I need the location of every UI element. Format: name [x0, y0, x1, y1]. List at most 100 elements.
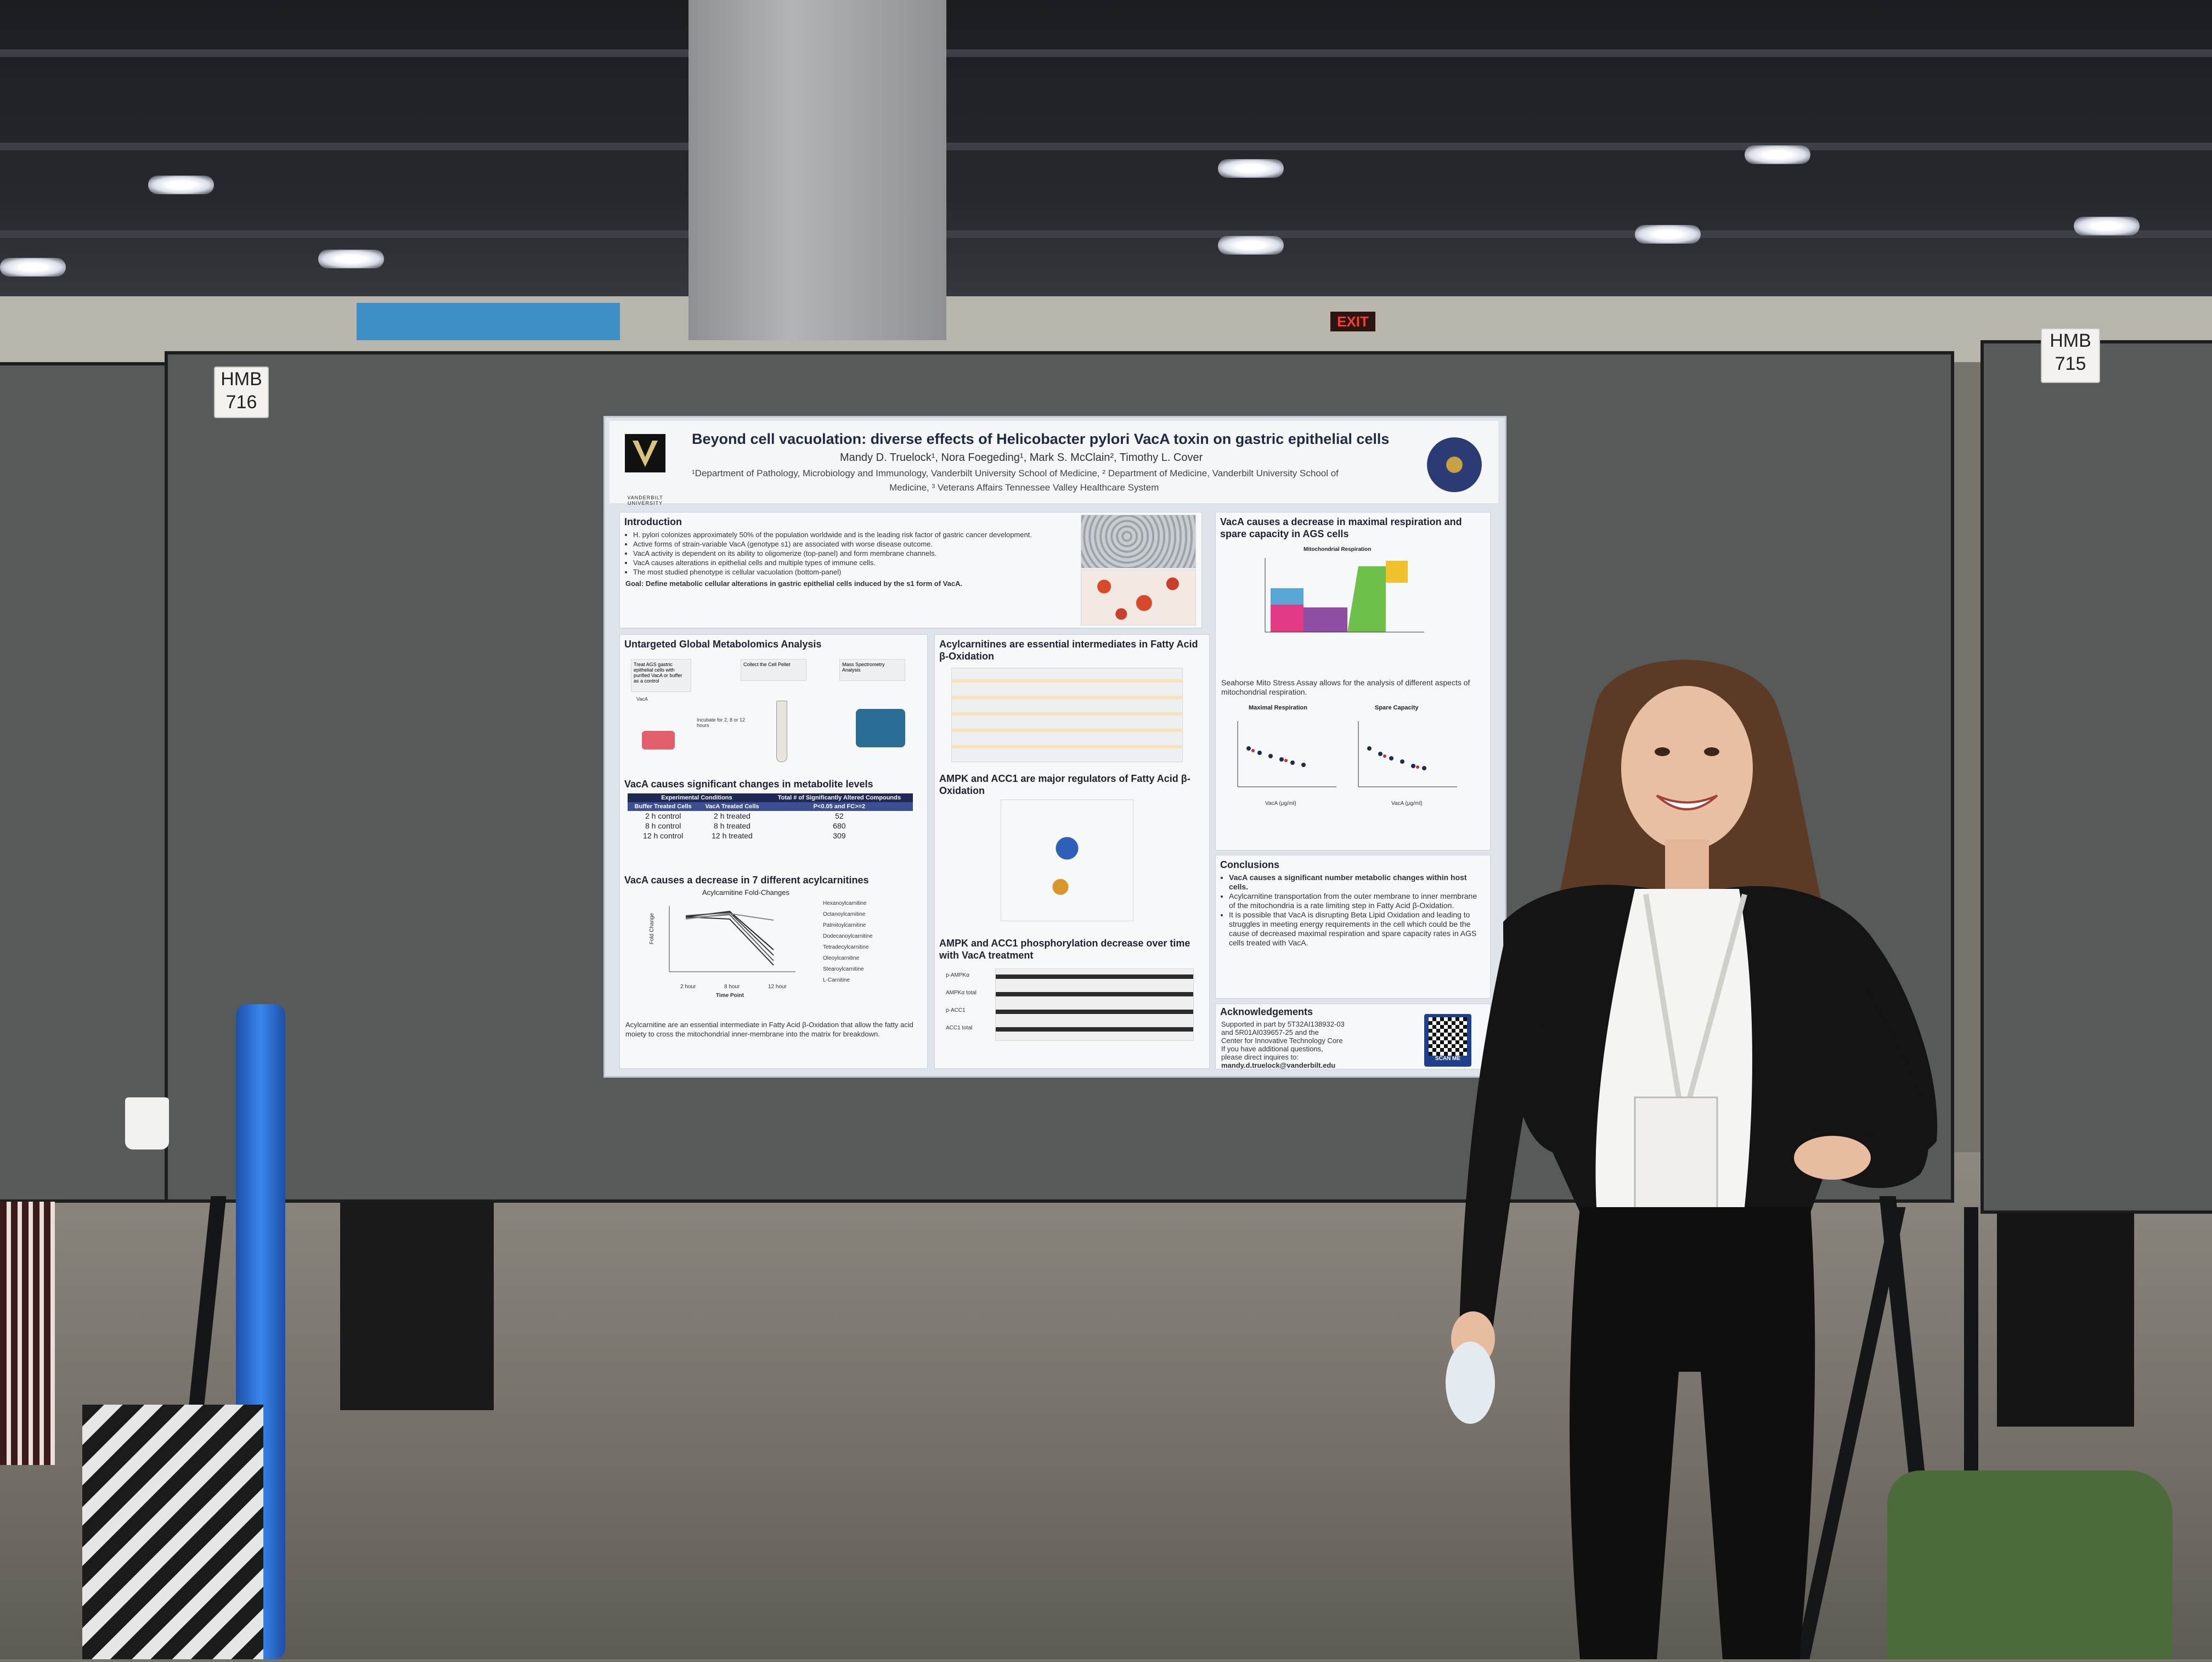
blot-label: p-ACC1: [946, 1007, 966, 1013]
poster-board-left: [0, 362, 182, 1203]
poster-board-right: [1980, 340, 2212, 1214]
incubation-label: Incubate for 2, 8 or 12 hours: [697, 717, 746, 728]
presenter: [1415, 658, 1964, 1659]
ampk-regulators-title: AMPK and ACC1 are major regulators of Fa…: [939, 773, 1190, 796]
ceiling-beam: [0, 230, 2212, 238]
vacuolation-micrograph: [1081, 570, 1196, 626]
exhibit-banner: [357, 303, 620, 340]
legend-item: Tetradecylcarnitine: [823, 944, 869, 950]
culture-flask: [642, 731, 675, 750]
metabolomics-title: Untargeted Global Metabolomics Analysis: [624, 639, 822, 650]
visitor-legs: [340, 1202, 494, 1410]
blot-label: p-AMPKα: [946, 972, 970, 978]
centrifuge-tube: [776, 701, 787, 762]
table-subheader: P<0.05 and FC>=2: [765, 802, 913, 811]
intro-bullet: H. pylori colonizes approximately 50% of…: [633, 530, 1050, 539]
vanderbilt-v-icon: [625, 434, 665, 472]
seahorse-text: Seahorse Mito Stress Assay allows for th…: [1221, 678, 1470, 696]
vanderbilt-logo: VANDERBILT UNIVERSITY: [620, 432, 670, 506]
table-subheader: VacA Treated Cells: [698, 802, 766, 811]
intro-bullet: VacA activity is dependent on its abilit…: [633, 549, 1050, 558]
ceiling-light: [148, 176, 214, 194]
visitor-legs: [1997, 1213, 2134, 1427]
ceiling-light: [318, 250, 384, 268]
intro-goal: Goal: Define metabolic cellular alterati…: [625, 579, 963, 588]
legend-item: Dodecanoylcarnitine: [823, 933, 873, 939]
poster-authors: Mandy D. Truelock¹, Nora Foegeding¹, Mar…: [840, 452, 1203, 464]
intro-bullet: The most studied phenotype is cellular v…: [633, 567, 1050, 577]
legend-item: L-Carnitine: [823, 977, 850, 983]
mito-respiration-chart: [1265, 558, 1424, 633]
workflow-step: Treat AGS gastric epithelial cells with …: [631, 659, 691, 692]
acyl-x-tick: 12 hour: [768, 984, 787, 990]
poster-affiliation: ¹Department of Pathology, Microbiology a…: [692, 468, 1339, 478]
board-number-line: 715: [2055, 353, 2086, 374]
table-cell: 680: [833, 821, 846, 830]
table-cell: 8 h treated: [714, 821, 751, 830]
beta-oxidation-panel: Acylcarnitines are essential intermediat…: [934, 634, 1210, 1069]
ceiling-light: [0, 258, 66, 277]
intro-bullets: H. pylori colonizes approximately 50% of…: [620, 529, 1056, 578]
intro-bullet: Active forms of strain-variable VacA (ge…: [633, 539, 1050, 549]
table-header: Experimental Conditions: [628, 793, 766, 802]
ceiling-light: [2074, 217, 2140, 235]
workflow-step: Mass Spectrometry Analysis: [839, 659, 905, 681]
table-cell: 52: [835, 812, 844, 820]
seahorse-dot-plots: [1237, 721, 1457, 787]
acknowledgements-panel: Acknowledgements Supported in part by 5T…: [1215, 1004, 1491, 1069]
table-header: Total # of Significantly Altered Compoun…: [765, 793, 913, 802]
western-blot-image: [995, 968, 1194, 1041]
board-number-line: HMB: [221, 369, 262, 390]
legend-item: Palmitoylcarnitine: [823, 922, 866, 928]
conclusions-title: Conclusions: [1220, 859, 1280, 870]
poster-title: Beyond cell vacuolation: diverse effects…: [692, 431, 1390, 447]
board-number-line: HMB: [2050, 330, 2091, 351]
table-cell: 2 h control: [645, 812, 681, 820]
vanderbilt-wordmark: VANDERBILT UNIVERSITY: [627, 495, 663, 506]
blot-label: ACC1 total: [946, 1025, 973, 1031]
table-row: 12 h control 12 h treated 309: [628, 831, 913, 841]
metabolite-table: Experimental Conditions Total # of Signi…: [628, 793, 913, 841]
table-cell: 12 h treated: [712, 831, 753, 840]
ack-title: Acknowledgements: [1220, 1006, 1313, 1017]
poster-header: VANDERBILT UNIVERSITY Beyond cell vacuol…: [610, 421, 1498, 506]
ack-line: please direct inquires to:: [1221, 1053, 1299, 1061]
pillar: [689, 0, 946, 340]
ceiling-light: [1218, 159, 1284, 178]
respiration-panel: VacA causes a decrease in maximal respir…: [1215, 512, 1491, 850]
metabolomics-panel: Untargeted Global Metabolomics Analysis …: [619, 634, 928, 1069]
ceiling: [0, 0, 2212, 329]
board-number-plate: HMB 716: [214, 367, 269, 418]
striped-bag: [82, 1405, 263, 1659]
presenter-figure: [1446, 660, 1938, 1659]
introduction-panel: Introduction H. pylori colonizes approxi…: [619, 512, 1202, 628]
carnitine-shuttle-diagram: [951, 668, 1183, 762]
spare-capacity-label: Spare Capacity: [1375, 705, 1419, 711]
qr-code-card: SCAN ME: [1424, 1014, 1471, 1067]
vaca-axis-label: VacA (μg/ml): [1391, 801, 1423, 807]
acyl-x-tick: 8 hour: [724, 984, 740, 990]
exit-sign: EXIT: [1330, 312, 1375, 331]
table-cell: 12 h control: [643, 831, 684, 840]
legend-item: Octanoylcarnitine: [823, 911, 866, 917]
ceiling-light: [1218, 236, 1284, 255]
blot-labels: p-AMPKα AMPKα total p-ACC1 ACC1 total: [946, 967, 977, 1037]
table-cell: 8 h control: [645, 821, 681, 830]
ceiling-beam: [0, 143, 2212, 150]
acyl-y-axis-label: Fold Change: [649, 912, 656, 945]
conclusion-item: Acylcarnitine transportation from the ou…: [1229, 892, 1485, 910]
oligomer-micrograph: [1081, 515, 1196, 568]
metabolite-changes-title: VacA causes significant changes in metab…: [624, 779, 873, 790]
acyl-essential-title: Acylcarnitines are essential intermediat…: [939, 639, 1198, 662]
paper-cup: [125, 1097, 169, 1150]
phosphorylation-title: AMPK and ACC1 phosphorylation decrease o…: [939, 938, 1190, 961]
table-cell: 2 h treated: [714, 812, 751, 820]
max-respiration-label: Maximal Respiration: [1249, 705, 1307, 711]
ack-line: Center for Innovative Technology Core: [1221, 1036, 1343, 1045]
legend-item: Oleoylcarnitine: [823, 955, 860, 961]
intro-bullet: VacA causes alterations in epithelial ce…: [633, 558, 1050, 567]
conclusion-item: It is possible that VacA is disrupting B…: [1229, 910, 1485, 948]
ack-line: and 5R01AI039657-25 and the: [1221, 1028, 1319, 1036]
acyl-description: Acylcarnitine are an essential intermedi…: [625, 1021, 913, 1038]
blot-label: AMPKα total: [946, 990, 977, 996]
